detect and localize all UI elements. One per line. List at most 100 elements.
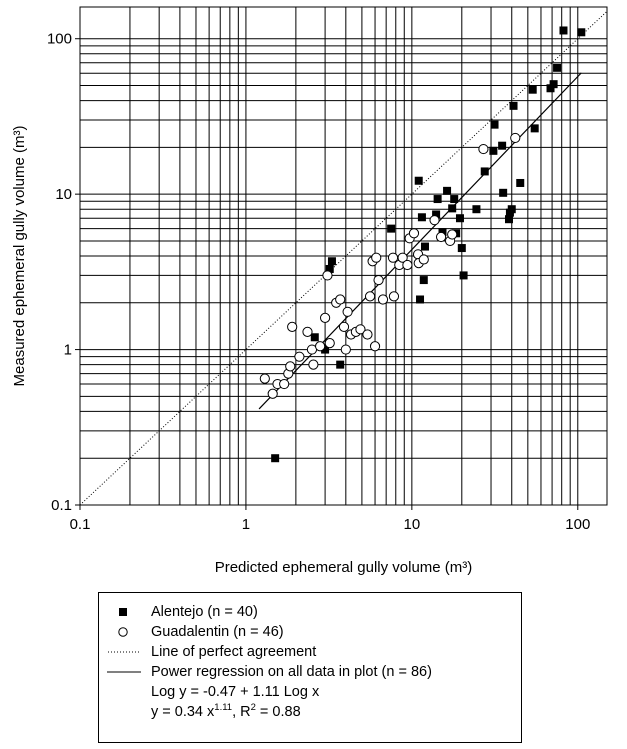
- alentejo-point: [325, 264, 334, 273]
- legend-label-alentejo: Alentejo (n = 40): [151, 604, 258, 620]
- alentejo-point: [559, 26, 568, 35]
- alentejo-point: [310, 333, 319, 342]
- eq-power-prefix: y = 0.34 x: [151, 704, 215, 720]
- guadalentin-point: [322, 270, 333, 281]
- alentejo-point: [416, 295, 425, 304]
- guadalentin-point: [335, 294, 346, 305]
- guadalentin-point: [371, 252, 382, 263]
- guadalentin-point: [267, 388, 278, 399]
- x-tick-label: 1: [242, 516, 250, 533]
- guadalentin-point: [315, 341, 326, 352]
- eq-r2-prefix: , R: [232, 704, 251, 720]
- y-tick-label: 0.1: [51, 497, 72, 514]
- dotted-line-icon: [107, 651, 141, 653]
- guadalentin-point: [319, 312, 331, 323]
- guadalentin-point: [408, 228, 420, 239]
- alentejo-point: [459, 271, 468, 280]
- guadalentin-point: [373, 274, 384, 286]
- perfect-agreement-line: [80, 10, 607, 505]
- alentejo-point: [443, 186, 452, 195]
- guadalentin-point: [279, 378, 290, 390]
- eq-r2-exponent: 2: [250, 702, 256, 713]
- alentejo-point: [457, 244, 466, 253]
- x-tick-label: 10: [404, 516, 421, 533]
- legend-label-perfect-agreement: Line of perfect agreement: [151, 644, 317, 660]
- alentejo-point: [549, 80, 558, 89]
- guadalentin-point: [397, 252, 408, 263]
- alentejo-point: [327, 257, 336, 266]
- legend-item-alentejo: Alentejo (n = 40): [99, 603, 521, 621]
- alentejo-point: [546, 84, 555, 93]
- guadalentin-point: [478, 143, 489, 155]
- alentejo-point: [448, 204, 457, 213]
- alentejo-point: [516, 178, 525, 187]
- x-axis-label: Predicted ephemeral gully volume (m³): [215, 559, 473, 576]
- alentejo-point: [577, 28, 586, 37]
- guadalentin-point: [308, 359, 319, 370]
- alentejo-point: [489, 146, 498, 155]
- alentejo-point: [499, 188, 508, 197]
- alentejo-point: [455, 214, 464, 223]
- alentejo-point: [414, 176, 423, 185]
- guadalentin-point: [364, 291, 376, 302]
- guadalentin-point: [294, 351, 305, 362]
- alentejo-point: [553, 63, 562, 72]
- alentejo-point: [472, 205, 481, 214]
- guadalentin-point: [402, 259, 413, 271]
- alentejo-point: [480, 167, 489, 176]
- guadalentin-point: [259, 373, 270, 384]
- alentejo-point: [271, 454, 280, 463]
- legend-item-guadalentin: Guadalentin (n = 46): [99, 623, 521, 641]
- alentejo-point: [490, 120, 499, 129]
- guadalentin-point: [377, 294, 389, 305]
- alentejo-point: [509, 101, 518, 110]
- guadalentin-point: [285, 361, 296, 372]
- guadalentin-point: [418, 254, 429, 265]
- y-tick-label: 10: [55, 186, 72, 203]
- guadalentin-point: [342, 306, 353, 317]
- alentejo-point: [420, 242, 429, 251]
- guadalentin-point: [287, 321, 298, 332]
- x-tick-label: 0.1: [70, 516, 91, 533]
- legend: Alentejo (n = 40) Guadalentin (n = 46) L…: [98, 592, 522, 743]
- guadalentin-point: [447, 229, 458, 240]
- alentejo-point: [528, 85, 537, 94]
- alentejo-point: [336, 360, 345, 369]
- eq-r2-value: = 0.88: [255, 704, 301, 720]
- legend-item-regression: Power regression on all data in plot (n …: [99, 663, 521, 681]
- y-axis-label: Measured ephemeral gully volume (m³): [11, 126, 28, 387]
- filled-square-icon: [119, 608, 127, 616]
- alentejo-point: [498, 141, 507, 150]
- guadalentin-point: [338, 321, 350, 332]
- legend-label-regression: Power regression on all data in plot (n …: [151, 664, 432, 680]
- guadalentin-point: [429, 215, 440, 226]
- grid-lines: [80, 7, 607, 505]
- alentejo-point: [530, 124, 539, 133]
- alentejo-point: [419, 276, 428, 285]
- guadalentin-point: [302, 326, 313, 337]
- alentejo-point: [438, 228, 447, 237]
- legend-item-perfect-agreement: Line of perfect agreement: [99, 643, 521, 661]
- y-tick-label: 1: [64, 342, 72, 359]
- alentejo-point: [504, 215, 513, 224]
- guadalentin-point: [510, 132, 521, 144]
- guadalentin-point: [355, 324, 366, 335]
- regression-log-equation: Log y = -0.47 + 1.11 Log x: [151, 684, 320, 700]
- guadalentin-point: [435, 231, 447, 243]
- guadalentin-point: [340, 344, 351, 355]
- regression-power-equation: y = 0.34 x1.11, R2 = 0.88: [151, 703, 301, 721]
- alentejo-point: [433, 195, 442, 204]
- alentejo-point: [450, 195, 459, 204]
- solid-line-icon: [107, 671, 141, 673]
- alentejo-point: [387, 224, 396, 233]
- axis-ticks: 0.1 1 10 100 0.1 1 10 100: [47, 31, 590, 533]
- plot-frame: [79, 6, 608, 506]
- guadalentin-point: [324, 338, 335, 349]
- y-tick-label: 100: [47, 31, 72, 48]
- eq-power-exponent: 1.11: [214, 702, 233, 713]
- alentejo-point: [417, 213, 426, 222]
- alentejo-point: [507, 205, 516, 214]
- x-tick-label: 100: [565, 516, 590, 533]
- guadalentin-point: [369, 341, 381, 352]
